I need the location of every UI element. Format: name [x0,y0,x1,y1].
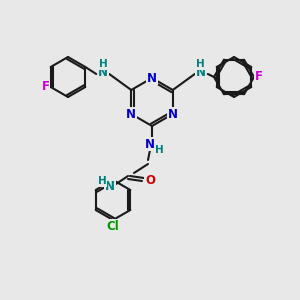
Text: F: F [42,80,50,94]
Text: O: O [145,175,155,188]
Text: N: N [168,107,178,121]
Text: N: N [126,107,136,121]
Text: N: N [145,137,155,151]
Text: Cl: Cl [106,220,119,232]
Text: H: H [98,176,106,186]
Text: N: N [196,65,206,79]
Text: N: N [98,65,108,79]
Text: H: H [196,59,205,69]
Text: F: F [255,70,263,83]
Text: H: H [99,59,108,69]
Text: N: N [147,71,157,85]
Text: H: H [154,145,164,155]
Text: N: N [105,179,115,193]
